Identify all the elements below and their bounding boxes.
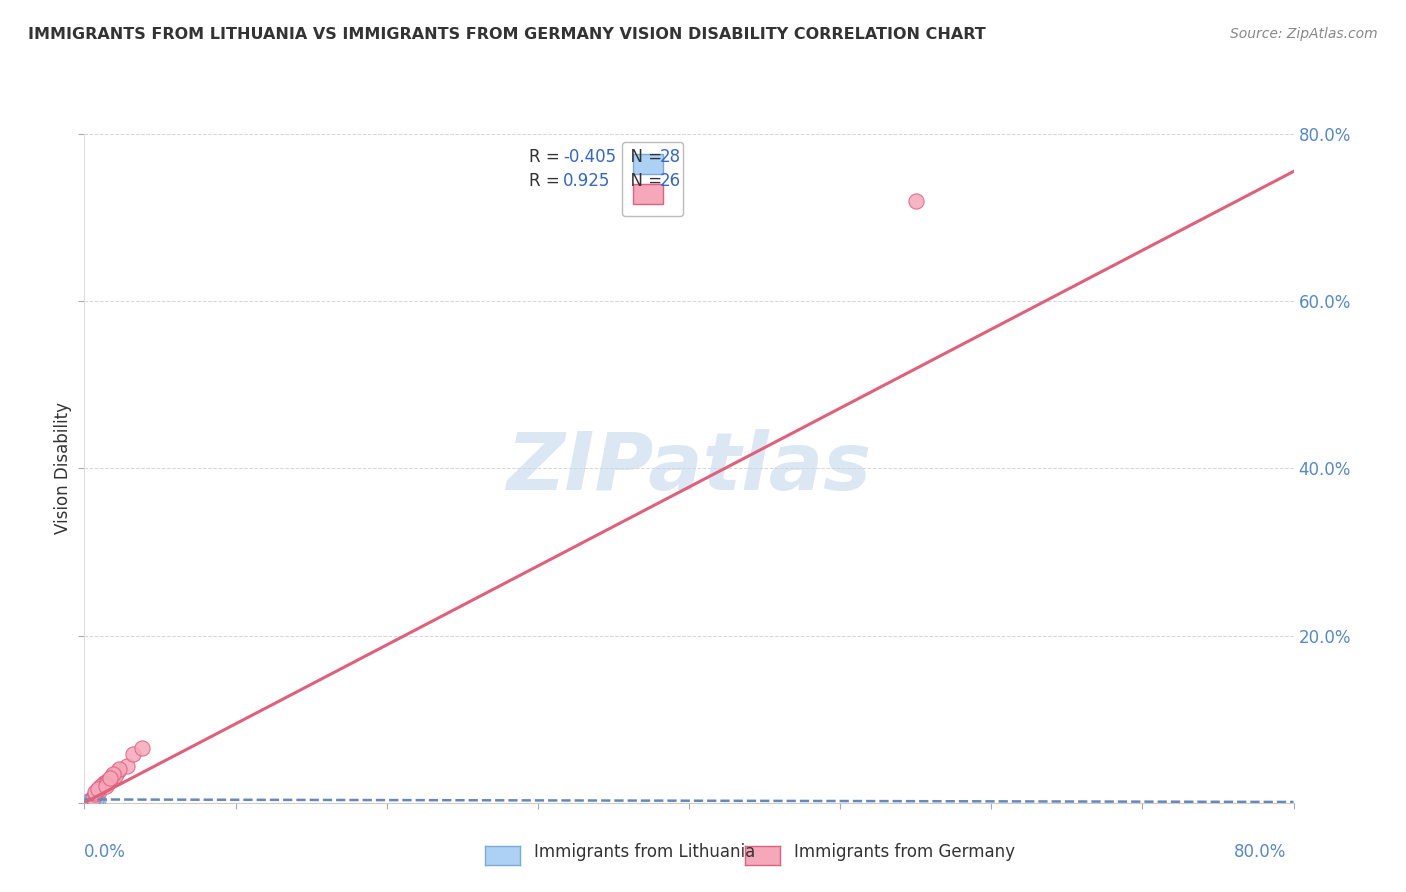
Point bbox=[90, 779, 112, 793]
Point bbox=[98, 773, 121, 788]
Point bbox=[82, 793, 104, 807]
Point bbox=[101, 767, 124, 781]
Text: N =: N = bbox=[620, 171, 668, 190]
Text: Source: ZipAtlas.com: Source: ZipAtlas.com bbox=[1230, 27, 1378, 41]
Point bbox=[108, 762, 131, 776]
Point bbox=[84, 792, 107, 806]
Point bbox=[904, 194, 927, 208]
Text: 80.0%: 80.0% bbox=[1234, 843, 1286, 861]
Point bbox=[104, 769, 127, 783]
Point bbox=[84, 793, 107, 807]
Point bbox=[84, 793, 107, 807]
Point bbox=[94, 777, 117, 791]
Point bbox=[80, 793, 103, 807]
Text: 0.925: 0.925 bbox=[564, 171, 610, 190]
Point bbox=[84, 787, 107, 801]
Point bbox=[100, 769, 122, 783]
Point bbox=[76, 795, 98, 809]
Text: 26: 26 bbox=[659, 171, 681, 190]
Legend: , : , bbox=[621, 142, 683, 216]
Text: R =: R = bbox=[529, 171, 565, 190]
Point bbox=[115, 759, 138, 773]
Point bbox=[89, 784, 111, 798]
Point bbox=[94, 777, 117, 791]
Point bbox=[77, 794, 100, 808]
Point bbox=[79, 794, 101, 808]
Point bbox=[131, 741, 153, 756]
Point bbox=[107, 764, 129, 778]
Point bbox=[87, 793, 110, 807]
Point bbox=[87, 782, 110, 797]
Y-axis label: Vision Disability: Vision Disability bbox=[53, 402, 72, 534]
Point bbox=[77, 794, 100, 808]
Point bbox=[121, 747, 143, 762]
Point bbox=[86, 793, 108, 807]
Point bbox=[77, 794, 100, 808]
Point bbox=[80, 793, 103, 807]
Point bbox=[93, 775, 115, 790]
Point bbox=[82, 793, 104, 807]
Text: 28: 28 bbox=[659, 148, 681, 166]
Point bbox=[77, 794, 100, 808]
Point bbox=[94, 779, 117, 793]
Point bbox=[82, 792, 104, 806]
Point bbox=[96, 774, 118, 789]
Point bbox=[87, 782, 110, 797]
Point bbox=[80, 793, 103, 807]
Point bbox=[86, 792, 108, 806]
Point bbox=[84, 785, 107, 799]
Point bbox=[82, 793, 104, 807]
Point bbox=[97, 773, 120, 788]
Text: Immigrants from Lithuania: Immigrants from Lithuania bbox=[534, 843, 755, 861]
Point bbox=[82, 790, 104, 805]
Text: Immigrants from Germany: Immigrants from Germany bbox=[794, 843, 1015, 861]
Point bbox=[82, 793, 104, 807]
Point bbox=[98, 771, 121, 785]
Text: R =: R = bbox=[529, 148, 565, 166]
Point bbox=[80, 793, 103, 807]
Text: N =: N = bbox=[620, 148, 668, 166]
Point bbox=[79, 793, 101, 807]
Text: IMMIGRANTS FROM LITHUANIA VS IMMIGRANTS FROM GERMANY VISION DISABILITY CORRELATI: IMMIGRANTS FROM LITHUANIA VS IMMIGRANTS … bbox=[28, 27, 986, 42]
Point bbox=[79, 794, 101, 808]
Text: -0.405: -0.405 bbox=[564, 148, 616, 166]
Text: 0.0%: 0.0% bbox=[84, 843, 127, 861]
Point bbox=[84, 792, 107, 806]
Point bbox=[86, 793, 108, 807]
Point bbox=[80, 794, 103, 808]
Point bbox=[101, 771, 124, 785]
Point bbox=[79, 794, 101, 808]
Point bbox=[79, 794, 101, 808]
Point bbox=[90, 779, 112, 793]
Text: ZIPatlas: ZIPatlas bbox=[506, 429, 872, 508]
